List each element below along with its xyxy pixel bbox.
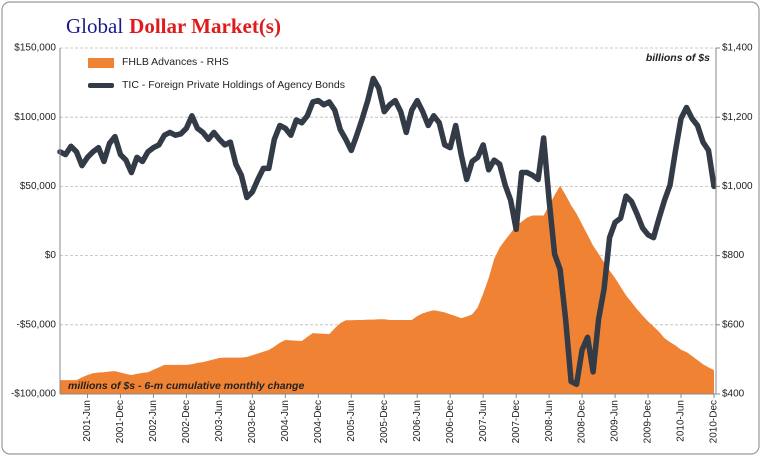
y-tick-label: $0 (45, 250, 57, 261)
title-part: Dollar Market(s) (129, 14, 281, 38)
y2-tick-label: $800 (722, 250, 745, 261)
y2-tick-label: $1,000 (722, 181, 753, 192)
y-tick-label: $150,000 (14, 43, 56, 54)
x-tick-label: 2007-Dec (511, 400, 522, 443)
plot: -$100,000 -$50,000 $0 $50,000 $100,000 $150,0… (11, 43, 753, 444)
x-tick-label: 2006-Dec (445, 400, 456, 443)
legend-item: TIC - Foreign Private Holdings of Agency… (88, 79, 352, 92)
x-tick-label: 2006-Jun (412, 400, 423, 442)
x-tick-label: 2003-Dec (247, 400, 258, 443)
legend-item: FHLB Advances - RHS (88, 56, 352, 69)
x-tick-label: 2009-Dec (643, 400, 654, 443)
legend-swatch (88, 58, 114, 68)
x-tick-label: 2005-Dec (379, 400, 390, 443)
x-tick-label: 2001-Dec (115, 400, 126, 443)
line (57, 75, 717, 388)
x-tick-label: 2004-Dec (313, 400, 324, 443)
x-tick-label: 2003-Jun (214, 400, 225, 442)
x-tick-label: 2002-Dec (181, 400, 192, 443)
y2-tick-label: $600 (722, 319, 745, 330)
chart-title: Global Dollar Market(s) (66, 14, 281, 38)
legend: FHLB Advances - RHS TIC - Foreign Private… (88, 56, 352, 102)
title-part: Global (66, 14, 123, 38)
x-tick-label: 2010-Jun (676, 400, 687, 442)
legend-label: FHLB Advances - RHS (122, 56, 229, 68)
y2-tick-label: $1,200 (722, 112, 753, 123)
y-tick-label: -$50,000 (17, 319, 57, 330)
y-tick-label: $50,000 (20, 181, 57, 192)
x-tick-label: 2002-Jun (148, 400, 159, 442)
y2-tick-label: $1,400 (722, 43, 753, 54)
x-tick-label: 2004-Jun (280, 400, 291, 442)
x-tick-label: 2010-Dec (709, 400, 720, 443)
area (60, 185, 714, 394)
annotation: millions of $s - 6-m cumulative monthly … (68, 380, 304, 392)
x-tick-label: 2001-Jun (82, 400, 93, 442)
frame (1, 1, 760, 455)
x-tick-label: 2008-Dec (577, 400, 588, 443)
legend-swatch (88, 83, 114, 88)
legend-label: TIC - Foreign Private Holdings of Agency… (122, 79, 345, 91)
y-tick-label: -$100,000 (11, 389, 56, 400)
x-tick-label: 2007-Jun (478, 400, 489, 442)
x-tick-label: 2005-Jun (346, 400, 357, 442)
x-tick-label: 2008-Jun (544, 400, 555, 442)
y-tick-label: $100,000 (14, 112, 56, 123)
x-tick-label: 2009-Jun (610, 400, 621, 442)
annotation: billions of $s (646, 52, 710, 64)
y2-tick-label: $400 (722, 389, 745, 400)
